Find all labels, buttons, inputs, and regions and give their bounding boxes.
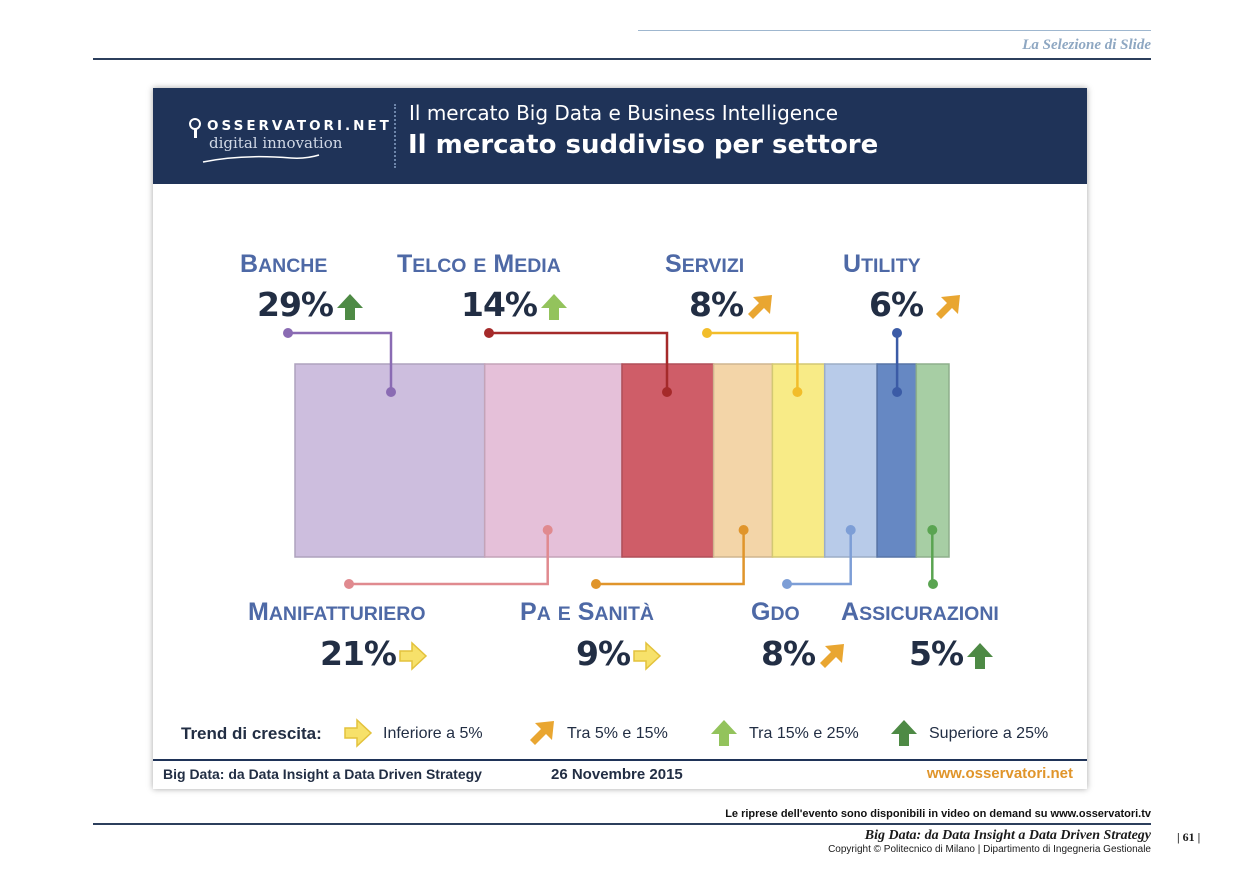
bar-segment-pa-e-sanita (712, 363, 774, 558)
sector-percent-banche: 29% (257, 285, 334, 324)
sector-value-telco-e-media: 14% (461, 285, 569, 324)
connector-assicurazioni (927, 525, 938, 589)
bar-segment-servizi (771, 363, 826, 558)
connector-servizi (702, 328, 803, 397)
sector-percent-telco-e-media: 14% (461, 285, 538, 324)
trend-diagonal-arrow-icon (820, 643, 845, 668)
connector-telco-e-media (484, 328, 672, 397)
legend-label: Superiore a 25% (929, 725, 1049, 742)
legend-right-arrow-icon (344, 718, 373, 748)
trend-right-arrow-icon (399, 640, 428, 671)
document-title: Big Data: da Data Insight a Data Driven … (864, 828, 1151, 843)
logo-tagline: digital innovation (209, 134, 343, 152)
legend-label: Tra 15% e 25% (749, 725, 859, 742)
sector-label-banche: BANCHE (240, 250, 328, 278)
sector-label-assicurazioni: ASSICURAZIONI (841, 598, 999, 626)
sector-value-gdo: 8% (761, 634, 847, 673)
connector-utility (892, 328, 903, 397)
slide-footer-url[interactable]: www.osservatori.net (926, 765, 1073, 782)
trend-up-arrow-icon (541, 293, 567, 320)
trend-right-arrow-icon (633, 640, 662, 671)
bar-segment-manifatturiero (483, 363, 623, 558)
sector-label-telco-e-media: TELCO E MEDIA (397, 250, 561, 278)
legend-up-arrow-icon (891, 720, 917, 746)
top-rule-light (638, 30, 1151, 31)
legend-label: Inferiore a 5% (383, 725, 483, 742)
slide: OSSERVATORI.NET digital innovation Il me… (153, 88, 1087, 789)
slide-footer-rule (153, 759, 1087, 761)
slide-footer-title: Big Data: da Data Insight a Data Driven … (163, 766, 482, 782)
connector-gdo (782, 525, 856, 589)
sector-label-pa-e-sanita: PA E SANITÀ (520, 598, 654, 626)
bar-segment-gdo (823, 363, 878, 558)
logo-swoosh-icon (202, 154, 320, 163)
slide-footer-date: 26 Novembre 2015 (551, 766, 683, 783)
legend-label: Tra 5% e 15% (567, 725, 668, 742)
slide-title: Il mercato suddiviso per settore (408, 130, 879, 160)
sector-value-assicurazioni: 5% (909, 634, 995, 673)
sector-value-utility: 6% (869, 285, 963, 324)
trend-up-arrow-icon (337, 293, 363, 320)
connector-manifatturiero (344, 525, 553, 589)
connector-banche (283, 328, 396, 397)
sector-percent-assicurazioni: 5% (909, 634, 964, 673)
trend-diagonal-arrow-icon (748, 294, 773, 319)
top-rule (93, 58, 1151, 60)
slide-header: OSSERVATORI.NET digital innovation Il me… (153, 88, 1087, 184)
copyright: Copyright © Politecnico di Milano | Dipa… (828, 844, 1151, 855)
connector-pa-e-sanita (591, 525, 749, 589)
legend-up-arrow-icon (711, 720, 737, 746)
sector-percent-gdo: 8% (761, 634, 816, 673)
sector-value-banche: 29% (257, 285, 365, 324)
logo-pin-stem (194, 129, 197, 138)
bar-segment-assicurazioni (915, 363, 950, 558)
trend-up-arrow-icon (967, 642, 994, 669)
video-note: Le riprese dell'evento sono disponibili … (725, 808, 1151, 820)
sector-chart (283, 328, 950, 589)
sector-label-gdo: GDO (751, 598, 800, 626)
sector-percent-manifatturiero: 21% (320, 634, 397, 673)
sector-label-servizi: SERVIZI (665, 250, 745, 278)
logo-name: OSSERVATORI.NET (207, 118, 392, 134)
sector-percent-servizi: 8% (689, 285, 744, 324)
page-number: | 61 | (1177, 830, 1201, 844)
section-label: La Selezione di Slide (1022, 37, 1151, 53)
sector-percent-pa-e-sanita: 9% (576, 634, 631, 673)
sector-value-pa-e-sanita: 9% (576, 634, 662, 673)
sector-value-manifatturiero: 21% (320, 634, 428, 673)
slide-subtitle: Il mercato Big Data e Business Intellige… (409, 101, 839, 125)
sector-value-servizi: 8% (689, 285, 775, 324)
trend-diagonal-arrow-icon (936, 294, 961, 319)
legend-diagonal-arrow-icon (530, 721, 554, 745)
legend-title: Trend di crescita: (181, 724, 322, 743)
header-separator (394, 104, 396, 168)
sector-label-utility: UTILITY (843, 250, 921, 278)
sector-percent-utility: 6% (869, 285, 924, 324)
sector-label-manifatturiero: MANIFATTURIERO (248, 598, 426, 626)
bottom-rule (93, 823, 1151, 825)
